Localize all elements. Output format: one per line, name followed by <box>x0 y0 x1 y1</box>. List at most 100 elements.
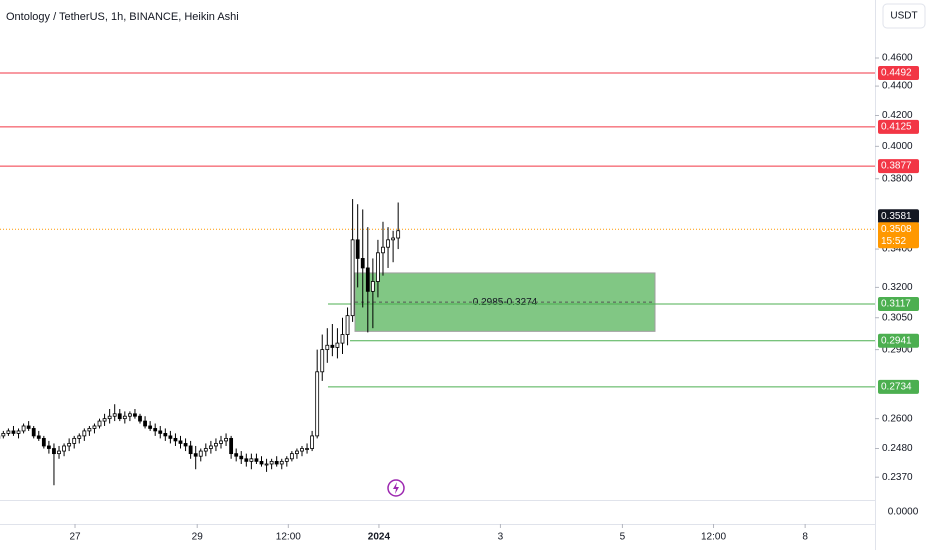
candle-body <box>396 230 401 239</box>
candle-body <box>57 450 61 455</box>
candle-body <box>259 460 264 465</box>
candle-body <box>234 453 239 457</box>
candle-body <box>274 460 279 465</box>
candle-body <box>391 237 396 241</box>
candle-body <box>6 430 11 434</box>
countdown-label: 15:52 <box>881 236 906 247</box>
candle-body <box>381 246 385 254</box>
candle-body <box>289 453 294 460</box>
candle-body <box>315 371 320 437</box>
last-price-label-bg <box>878 222 919 249</box>
level-label: 0.3877 <box>881 161 912 172</box>
y-tick-label: 0.2370 <box>882 472 913 483</box>
candle-body <box>67 443 72 447</box>
candle-body <box>284 458 289 462</box>
candle-body <box>305 448 309 450</box>
level-label-bg <box>878 119 919 134</box>
candle-body <box>310 435 315 449</box>
candle-body <box>97 420 102 427</box>
level-label: 0.2941 <box>881 335 912 346</box>
level-label: 0.4125 <box>881 122 912 133</box>
candle-body <box>244 458 249 462</box>
candle-body <box>21 425 26 432</box>
candle-body <box>376 252 380 282</box>
candle-body <box>264 463 269 466</box>
candle-body <box>188 445 193 455</box>
candle-body <box>229 437 234 455</box>
x-tick-label: 2024 <box>368 532 391 543</box>
candle-body <box>295 450 299 455</box>
candle-body <box>72 437 77 444</box>
high-marker-label-bg <box>878 209 919 224</box>
candle-body <box>254 458 259 462</box>
y-tick-label: 0.4000 <box>882 141 913 152</box>
x-tick-label: 12:00 <box>276 532 301 543</box>
candle-body <box>360 258 365 269</box>
y-tick-label: 0.3200 <box>882 282 913 293</box>
candle-body <box>1 433 6 437</box>
y-tick-label: 0.4600 <box>882 53 913 64</box>
candle-body <box>239 455 244 460</box>
y-tick-label: 0.2480 <box>882 443 913 454</box>
candle-body <box>320 349 325 373</box>
level-label: 0.4492 <box>881 68 912 79</box>
candle-body <box>183 443 188 447</box>
zone-label: 0.2985-0.3274 <box>473 297 538 308</box>
candle-body <box>340 334 345 344</box>
pane-scale-label: 0.0000 <box>888 507 919 518</box>
level-label-bg <box>878 66 919 81</box>
y-tick-label: 0.2600 <box>882 413 913 424</box>
x-tick-label: 27 <box>69 532 81 543</box>
candle-body <box>365 267 370 292</box>
candle-body <box>122 415 127 420</box>
candle-body <box>300 448 304 452</box>
level-label-bg <box>878 297 919 312</box>
candle-body <box>153 428 158 432</box>
candle-body <box>193 453 198 457</box>
candle-body <box>198 450 203 457</box>
candle-body <box>249 458 254 462</box>
candle-body <box>163 433 168 437</box>
candle-body <box>133 413 137 417</box>
currency-label[interactable]: USDT <box>890 11 917 22</box>
candle-body <box>168 435 173 439</box>
last-price-label: 0.3508 <box>881 224 912 235</box>
x-tick-label: 12:00 <box>701 532 726 543</box>
candle-body <box>87 428 92 432</box>
candle-body <box>41 437 46 447</box>
candle-body <box>386 239 390 248</box>
y-tick-label: 0.4200 <box>882 110 913 121</box>
lightning-icon[interactable] <box>387 479 405 497</box>
candle-body <box>269 460 274 465</box>
candle-body <box>26 425 31 429</box>
candle-body <box>46 445 51 449</box>
candle-body <box>112 413 117 417</box>
y-tick-label: 0.2900 <box>882 344 913 355</box>
level-label-bg <box>878 379 919 394</box>
x-tick-label: 5 <box>620 532 626 543</box>
candle-body <box>224 437 228 442</box>
level-label-bg <box>878 333 919 348</box>
candle-body <box>173 437 178 442</box>
candle-body <box>355 239 360 259</box>
level-label: 0.3117 <box>881 299 911 310</box>
level-label: 0.2734 <box>881 382 912 393</box>
y-tick-label: 0.3050 <box>882 312 913 323</box>
candle-body <box>370 281 375 292</box>
y-tick-label: 0.4400 <box>882 81 913 92</box>
y-tick-label: 0.3800 <box>882 173 913 184</box>
candle-body <box>92 425 97 429</box>
candle-body <box>219 440 223 444</box>
candle-body <box>345 315 350 335</box>
candle-body <box>279 460 284 465</box>
candle-body <box>208 445 213 449</box>
candle-body <box>325 344 330 351</box>
chart-title: Ontology / TetherUS, 1h, BINANCE, Heikin… <box>6 11 239 23</box>
candle-body <box>82 430 87 437</box>
candle-body <box>350 239 355 317</box>
candle-body <box>107 415 112 420</box>
candle-body <box>335 342 340 348</box>
currency-button[interactable] <box>882 3 926 29</box>
candle-body <box>158 430 163 434</box>
